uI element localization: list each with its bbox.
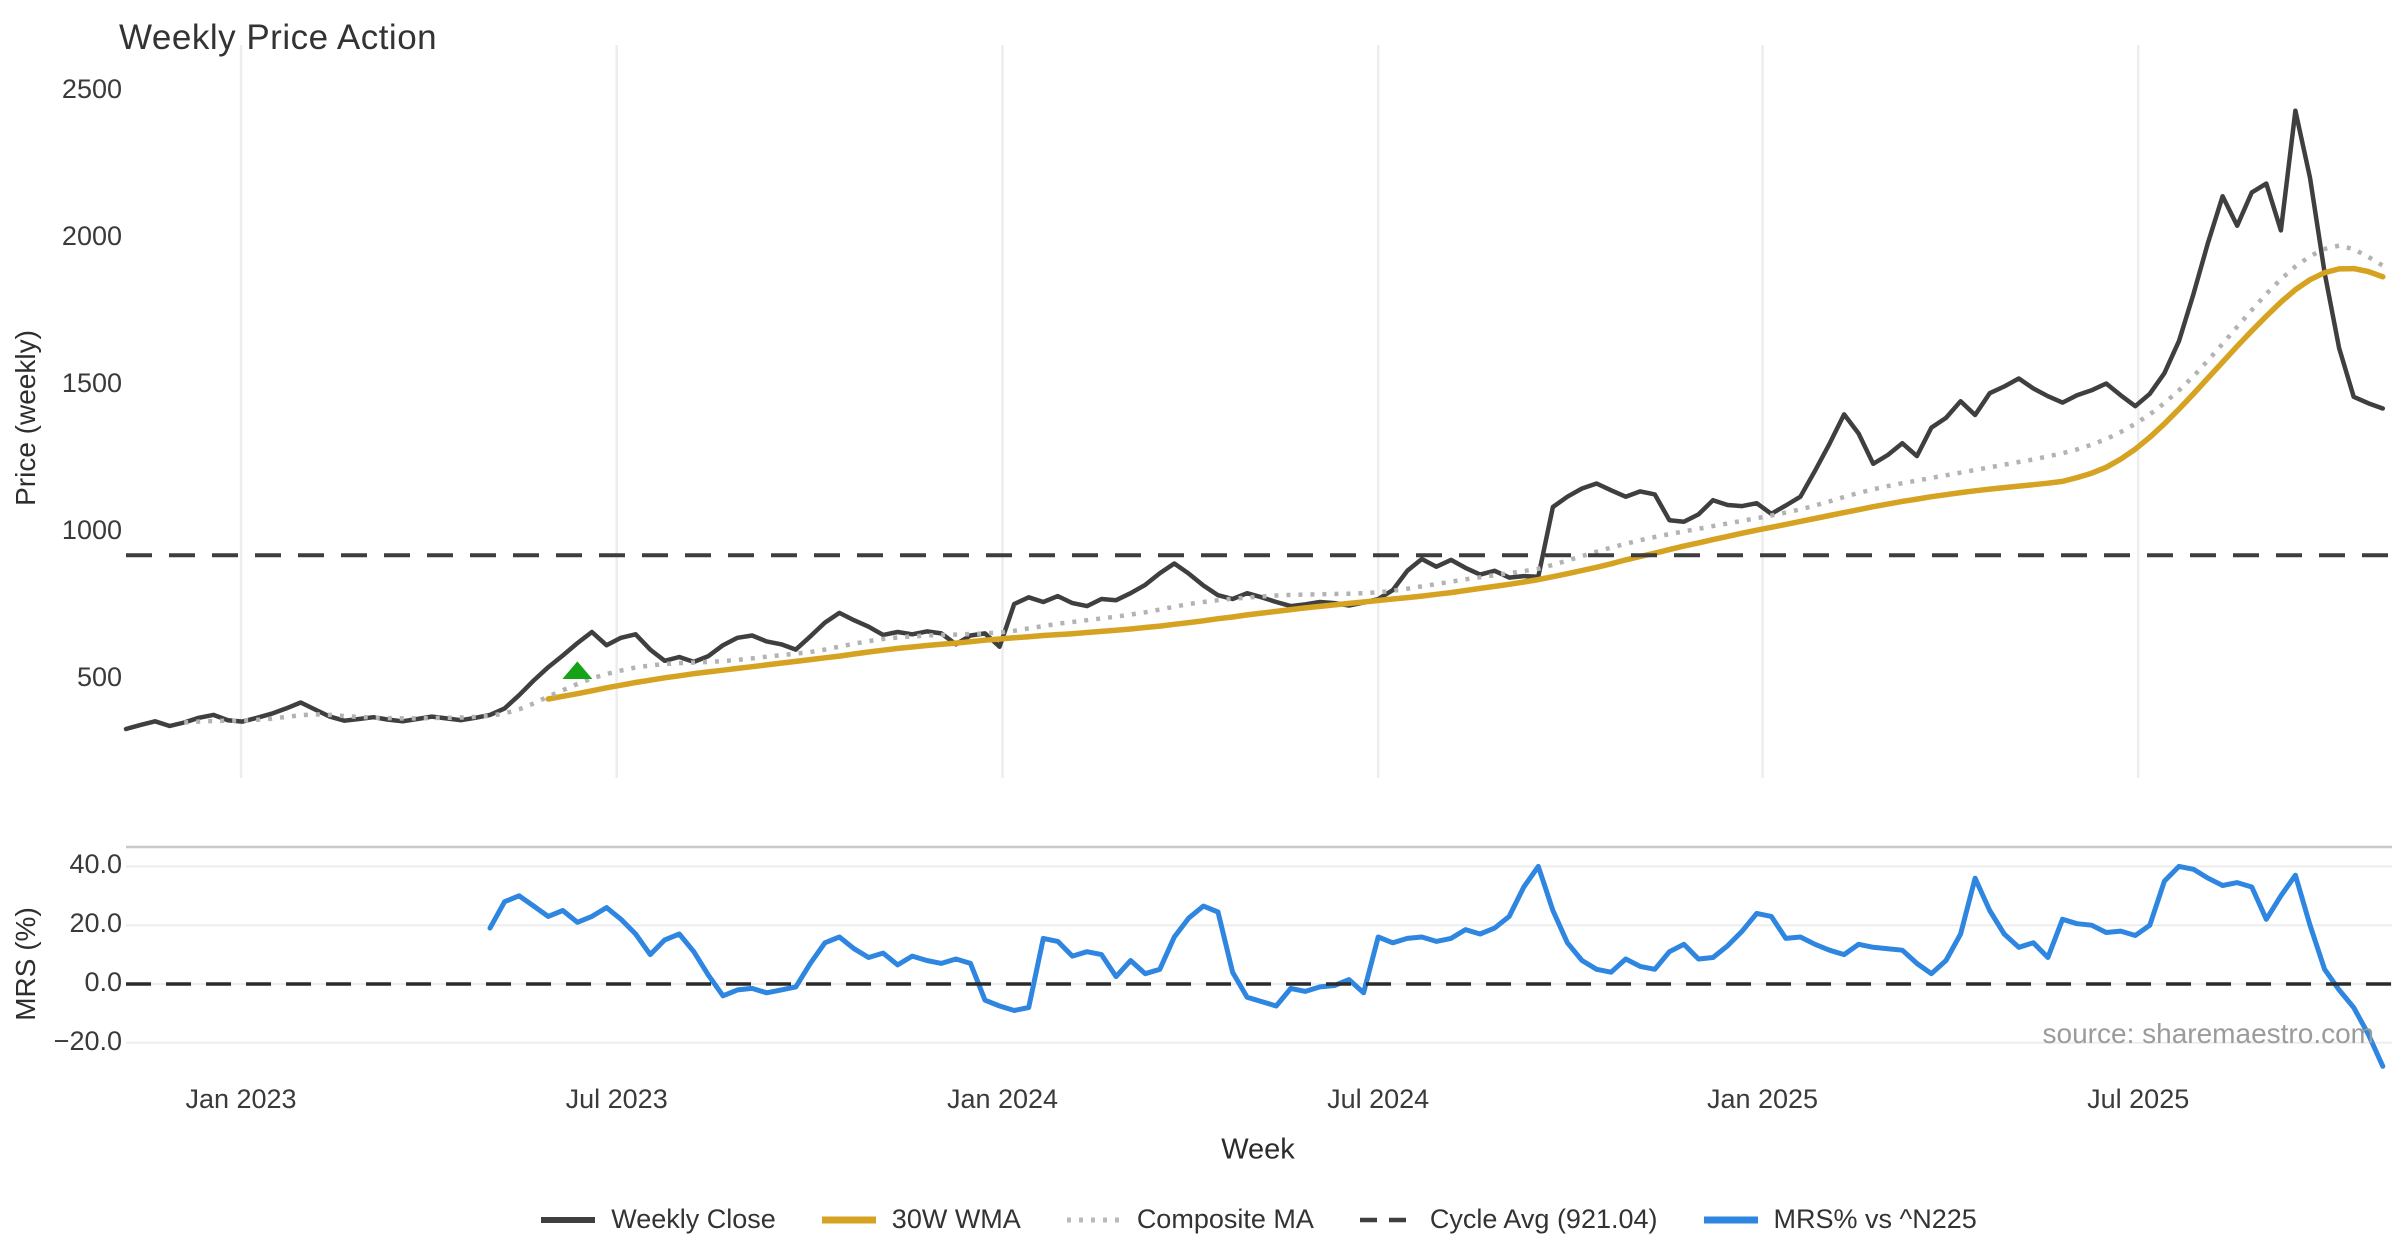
legend-item: MRS% vs ^N225 <box>1702 1204 1977 1235</box>
x-tick-label: Jan 2025 <box>1706 1084 1819 1114</box>
legend-item: Weekly Close <box>539 1204 776 1235</box>
legend-item: 30W WMA <box>820 1204 1021 1235</box>
weekly-close-line <box>123 108 2386 732</box>
mrs-line <box>487 863 2386 1069</box>
price-tick-label: 2500 <box>61 74 122 104</box>
legend-item: Cycle Avg (921.04) <box>1358 1204 1658 1235</box>
legend-item: Composite MA <box>1065 1204 1314 1235</box>
legend-item-label: Composite MA <box>1136 1204 1314 1234</box>
source-note: source: sharemaestro.com <box>2042 1018 2374 1049</box>
x-tick-label: Jul 2024 <box>1327 1084 1430 1114</box>
legend-line-sample <box>1703 1216 1758 1223</box>
price-tick-label: 1500 <box>61 368 122 398</box>
price-tick-label: 1000 <box>61 515 122 545</box>
x-tick-label: Jul 2023 <box>565 1084 668 1114</box>
legend-line-sample <box>1066 1217 1121 1222</box>
mrs-tick-label: 40.0 <box>69 849 122 880</box>
wma-30w-line <box>545 265 2386 702</box>
legend-item-label: Weekly Close <box>611 1204 776 1234</box>
legend-line-sample <box>541 1216 596 1223</box>
mrs-tick-label: 20.0 <box>69 908 122 939</box>
legend-item-label: 30W WMA <box>891 1204 1021 1234</box>
x-tick-label: Jan 2024 <box>946 1084 1059 1114</box>
week-axis-label: Week <box>1221 1133 1295 1166</box>
legend-line-sample <box>1359 1217 1414 1222</box>
chart-legend: Weekly Close 30W WMA Composite MA Cycle Avg… <box>126 1204 2390 1235</box>
legend-item-label: Cycle Avg (921.04) <box>1429 1204 1658 1234</box>
legend-line-sample <box>821 1216 876 1223</box>
mrs-tick-label: 0.0 <box>84 967 122 997</box>
price-tick-label: 500 <box>76 662 122 692</box>
buy-signal-marker <box>562 661 593 679</box>
mrs-tick-label: −20.0 <box>53 1025 122 1056</box>
price-tick-label: 2000 <box>61 221 122 251</box>
price-axis-label: Price (weekly) <box>10 330 41 506</box>
legend-item-label: MRS% vs ^N225 <box>1773 1204 1977 1234</box>
x-tick-label: Jan 2023 <box>185 1084 297 1114</box>
x-tick-label: Jul 2025 <box>2087 1084 2190 1114</box>
chart-title: Weekly Price Action <box>119 18 438 57</box>
